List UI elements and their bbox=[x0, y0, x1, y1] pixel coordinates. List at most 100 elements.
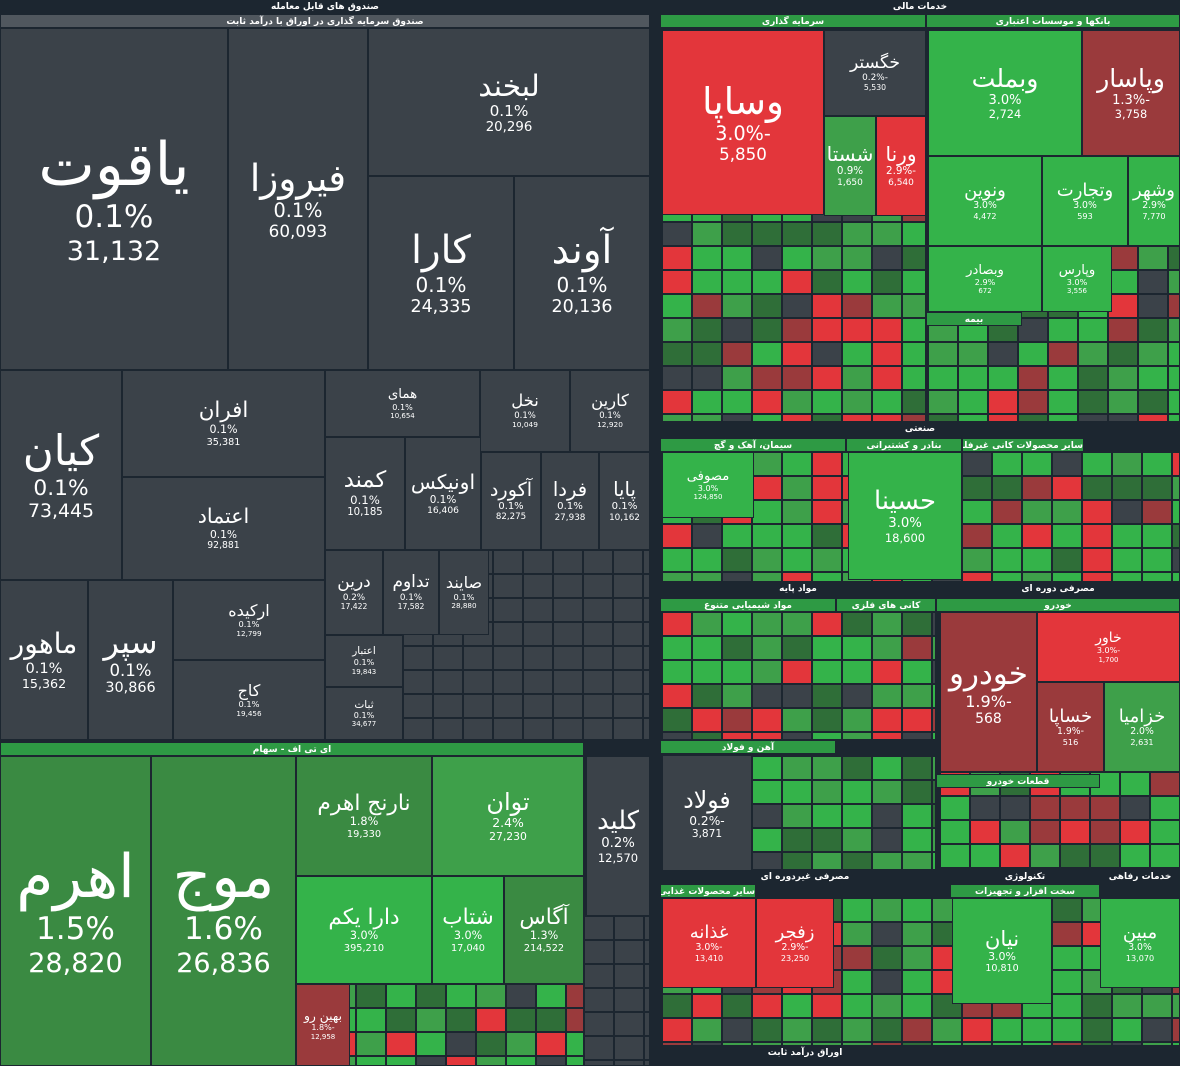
small-tile bbox=[1082, 476, 1112, 500]
tile-change: 1.6% bbox=[184, 911, 263, 948]
small-tile bbox=[932, 852, 936, 870]
small-tile bbox=[553, 694, 583, 718]
small-tile bbox=[1142, 994, 1172, 1018]
tile: کمند 0.1% 10,185 bbox=[325, 437, 405, 550]
tile-volume: 10,049 bbox=[512, 420, 538, 430]
small-tile bbox=[1048, 366, 1078, 390]
small-tile bbox=[812, 828, 842, 852]
small-tile bbox=[1120, 772, 1150, 796]
small-tile bbox=[1138, 414, 1168, 422]
small-tile bbox=[752, 366, 782, 390]
section-header: قطعات خودرو bbox=[936, 774, 1100, 788]
small-tile bbox=[992, 452, 1022, 476]
tile-change: 3.0% bbox=[453, 929, 483, 943]
tile-change: 1.8% bbox=[349, 815, 379, 829]
tile-name: ثبات bbox=[354, 698, 374, 711]
tile-volume: 12,570 bbox=[597, 850, 639, 865]
tile: آکورد 0.1% 82,275 bbox=[481, 452, 541, 550]
tile-name: وپارس bbox=[1058, 262, 1096, 278]
small-tile bbox=[1048, 342, 1078, 366]
tile-change: 0.1% bbox=[273, 198, 323, 222]
tile-change: 2.0% bbox=[1130, 726, 1154, 738]
tile-change: 0.1% bbox=[238, 699, 260, 710]
tile-name: خساپا bbox=[1048, 705, 1093, 727]
small-tile bbox=[553, 622, 583, 646]
small-tile bbox=[1108, 246, 1138, 270]
small-tile bbox=[752, 342, 782, 366]
small-tile bbox=[812, 708, 842, 732]
tile-volume: 13,410 bbox=[694, 953, 724, 964]
tile: اعتبار 0.1% 19,843 bbox=[325, 635, 403, 687]
small-tile bbox=[872, 828, 902, 852]
small-tile bbox=[812, 390, 842, 414]
tile-name: اهرم bbox=[16, 842, 135, 913]
small-tile bbox=[992, 572, 1022, 582]
tile-change: 0.1% bbox=[109, 660, 152, 680]
tile-change: 3.0% bbox=[1066, 277, 1088, 287]
tile-volume: 19,330 bbox=[346, 829, 382, 841]
tile-name: وبصادر bbox=[966, 262, 1004, 278]
tile-volume: 4,472 bbox=[973, 211, 997, 222]
small-tile bbox=[872, 246, 902, 270]
tile-name: کاج bbox=[237, 680, 261, 700]
small-tile bbox=[812, 732, 842, 740]
section-header: کانی های فلزی bbox=[836, 598, 936, 612]
small-tile bbox=[523, 646, 553, 670]
tile-name: آوند bbox=[551, 228, 613, 274]
small-tile bbox=[932, 708, 936, 732]
tile-change: 3.0% bbox=[697, 483, 719, 493]
small-tile bbox=[902, 414, 926, 422]
tile-volume: 60,093 bbox=[268, 220, 328, 241]
small-tile bbox=[782, 994, 812, 1018]
small-tile bbox=[958, 366, 988, 390]
small-tile bbox=[842, 1018, 872, 1042]
small-tile bbox=[722, 708, 752, 732]
small-tile bbox=[553, 550, 583, 574]
small-tile bbox=[782, 390, 812, 414]
small-tile bbox=[812, 994, 842, 1018]
small-tile bbox=[928, 342, 958, 366]
small-tile bbox=[782, 732, 812, 740]
small-tile bbox=[1138, 390, 1168, 414]
small-tile bbox=[662, 612, 692, 636]
small-tile bbox=[812, 500, 842, 524]
small-tile bbox=[932, 636, 936, 660]
small-tile bbox=[722, 636, 752, 660]
section-header: خدمات مالی bbox=[660, 0, 1180, 14]
tile-name: مصوفی bbox=[686, 468, 730, 484]
tile-change: 0.1% bbox=[599, 410, 621, 421]
small-tile bbox=[988, 342, 1018, 366]
tile: پایا 0.1% 10,162 bbox=[599, 452, 650, 550]
small-tile bbox=[752, 684, 782, 708]
small-tile bbox=[812, 476, 842, 500]
small-tile bbox=[386, 1032, 416, 1056]
small-tile bbox=[446, 1056, 476, 1066]
small-tile bbox=[403, 718, 433, 740]
small-tile bbox=[872, 342, 902, 366]
tile-change: 3.0% bbox=[349, 929, 379, 943]
small-tile bbox=[782, 318, 812, 342]
small-tile bbox=[523, 670, 553, 694]
tile: ماهور 0.1% 15,362 bbox=[0, 580, 88, 740]
tile: فیروزا 0.1% 60,093 bbox=[228, 28, 368, 370]
small-tile bbox=[553, 598, 583, 622]
small-tile bbox=[1142, 500, 1172, 524]
small-tile bbox=[1022, 1042, 1052, 1046]
small-tile bbox=[842, 414, 872, 422]
tile: وشهر 2.9% 7,770 bbox=[1128, 156, 1180, 246]
small-tile bbox=[842, 684, 872, 708]
tile: یاقوت 0.1% 31,132 bbox=[0, 28, 228, 370]
small-tile bbox=[782, 414, 812, 422]
small-tile bbox=[752, 246, 782, 270]
small-tile bbox=[553, 670, 583, 694]
tile-change: 0.1% bbox=[209, 527, 238, 541]
tile: کیان 0.1% 73,445 bbox=[0, 370, 122, 580]
small-tile bbox=[1030, 796, 1060, 820]
small-tile bbox=[643, 598, 650, 622]
small-tile bbox=[1090, 868, 1120, 870]
small-tile bbox=[662, 732, 692, 740]
tile-change: 0.1% bbox=[611, 501, 638, 513]
small-tile bbox=[433, 646, 463, 670]
small-tile bbox=[356, 1032, 386, 1056]
small-tile bbox=[493, 550, 523, 574]
